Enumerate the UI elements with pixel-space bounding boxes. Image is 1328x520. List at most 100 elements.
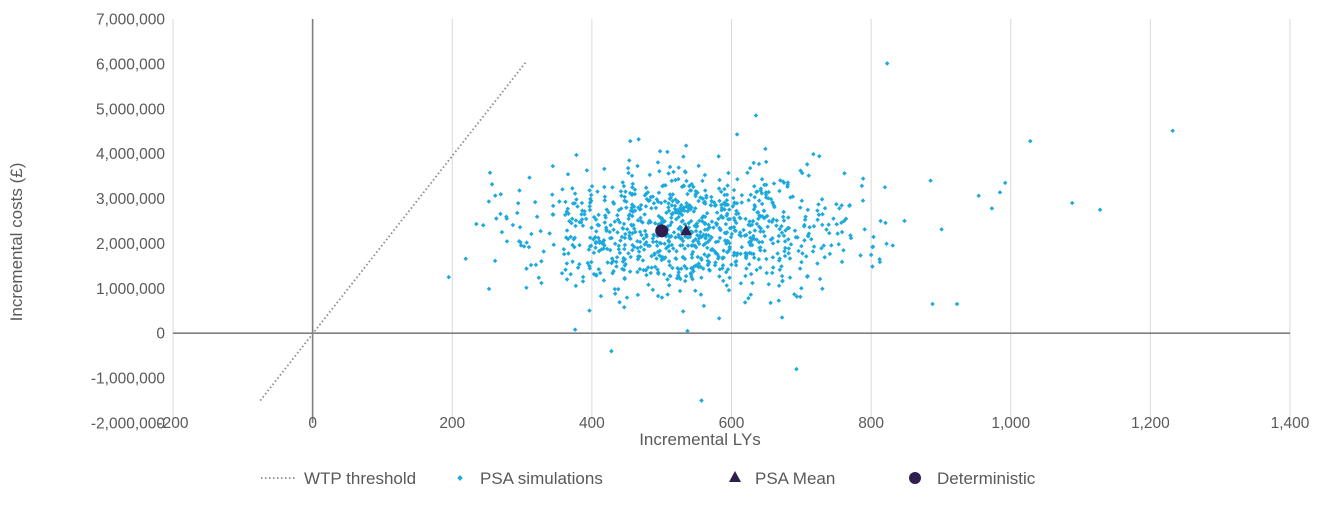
- psa-point: [699, 275, 704, 281]
- psa-point: [729, 262, 734, 267]
- psa-point: [804, 162, 810, 167]
- psa-point: [622, 276, 627, 282]
- psa-point: [799, 259, 804, 265]
- psa-point: [735, 176, 740, 182]
- psa-point: [611, 227, 616, 232]
- psa-point: [859, 183, 865, 189]
- psa-point: [584, 168, 590, 173]
- psa-point: [624, 295, 630, 300]
- psa-point: [602, 194, 608, 200]
- psa-point: [786, 251, 791, 256]
- psa-point: [616, 286, 621, 292]
- psa-point: [696, 264, 701, 270]
- psa-point: [696, 163, 701, 169]
- psa-point: [659, 295, 665, 300]
- psa-point: [770, 265, 776, 270]
- psa-point: [653, 205, 659, 211]
- psa-point: [820, 212, 825, 217]
- psa-point: [817, 154, 822, 159]
- psa-point: [667, 273, 673, 279]
- psa-point: [724, 283, 730, 288]
- psa-point: [602, 184, 607, 190]
- psa-point: [769, 270, 775, 276]
- psa-point: [720, 278, 726, 284]
- psa-point: [622, 246, 627, 252]
- psa-point: [621, 304, 627, 310]
- psa-point: [623, 189, 628, 194]
- psa-point: [626, 158, 632, 163]
- psa-point: [709, 194, 714, 200]
- psa-point: [566, 251, 571, 256]
- psa-point: [775, 251, 780, 256]
- psa-point: [799, 285, 804, 291]
- psa-point: [674, 248, 679, 254]
- psa-point: [550, 212, 555, 217]
- psa-point: [810, 249, 816, 254]
- psa-point: [939, 227, 944, 232]
- psa-point: [724, 192, 730, 198]
- psa-point: [655, 293, 661, 299]
- psa-point: [655, 271, 661, 276]
- psa-point: [747, 230, 753, 235]
- psa-point: [667, 164, 673, 170]
- psa-point: [547, 231, 552, 236]
- psa-point: [750, 218, 756, 224]
- psa-point: [583, 216, 589, 222]
- psa-point: [752, 194, 757, 200]
- psa-point: [928, 178, 933, 183]
- psa-point: [744, 266, 749, 271]
- psa-point: [627, 269, 633, 274]
- y-tick-label: 1,000,000: [96, 281, 165, 298]
- psa-point: [800, 251, 805, 256]
- psa-point: [661, 271, 667, 277]
- psa-point: [747, 165, 753, 171]
- psa-point: [811, 151, 816, 157]
- psa-point: [774, 223, 779, 228]
- psa-point: [1028, 138, 1033, 144]
- psa-point: [610, 258, 616, 264]
- psa-point: [665, 149, 670, 155]
- psa-point: [682, 246, 687, 251]
- psa-point: [616, 247, 622, 252]
- psa-point: [815, 261, 820, 266]
- psa-point: [565, 172, 571, 177]
- psa-point: [645, 265, 651, 270]
- legend-item-deterministic: Deterministic: [909, 469, 1036, 488]
- psa-point: [588, 192, 594, 198]
- psa-point: [858, 253, 863, 258]
- psa-point: [729, 231, 735, 237]
- psa-point: [709, 219, 715, 224]
- psa-point: [739, 200, 744, 205]
- psa-point: [842, 171, 847, 176]
- psa-point: [820, 286, 825, 291]
- psa-point: [802, 238, 807, 243]
- psa-point: [654, 239, 659, 245]
- psa-point: [733, 258, 739, 264]
- psa-point: [787, 275, 793, 280]
- psa-point: [731, 187, 737, 193]
- y-axis-title: Incremental costs (£): [7, 163, 26, 322]
- psa-point: [612, 286, 618, 292]
- psa-point: [647, 172, 653, 178]
- psa-point: [804, 274, 810, 279]
- y-tick-label: -2,000,000: [91, 416, 165, 433]
- psa-point: [676, 165, 682, 170]
- psa-point: [708, 203, 714, 208]
- psa-point: [541, 249, 546, 254]
- x-tick-label: 800: [858, 415, 884, 432]
- psa-point: [594, 272, 599, 277]
- psa-point: [890, 243, 896, 248]
- psa-point: [577, 242, 582, 248]
- psa-point: [796, 248, 801, 254]
- psa-point: [550, 163, 556, 169]
- psa-point: [676, 270, 681, 275]
- psa-point: [617, 300, 622, 305]
- psa-point: [733, 262, 739, 268]
- psa-point: [824, 227, 829, 232]
- psa-point: [646, 282, 651, 288]
- psa-point: [781, 218, 787, 223]
- psa-point: [723, 269, 729, 275]
- psa-point: [871, 234, 876, 240]
- psa-point: [486, 199, 492, 204]
- psa-point: [579, 200, 585, 206]
